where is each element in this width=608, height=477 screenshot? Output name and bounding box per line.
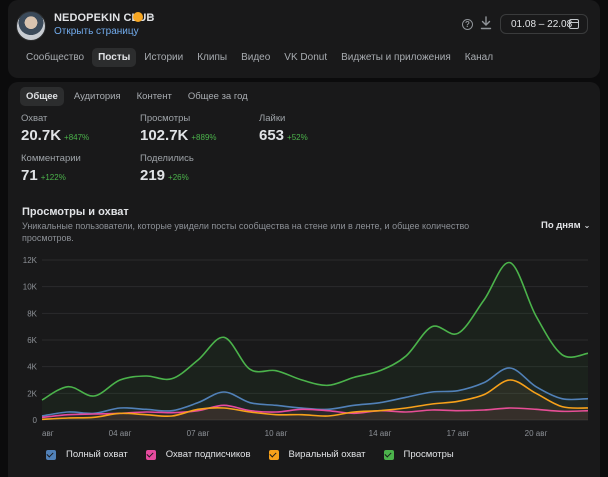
x-tick-label: авг — [42, 429, 54, 438]
date-range-picker[interactable]: 01.08 – 22.08 — [500, 14, 588, 34]
metric-delta: +26% — [168, 173, 189, 182]
metric-value: 219 — [140, 167, 166, 184]
chevron-down-icon: ⌄ — [583, 221, 591, 230]
metric-delta: +122% — [40, 173, 66, 182]
y-tick-label: 8K — [27, 309, 37, 318]
checkbox-icon — [383, 449, 394, 460]
chart-description: Уникальные пользователи, которые увидели… — [22, 221, 470, 243]
legend-label: Виральный охват — [288, 449, 366, 460]
metric-label: Поделились — [140, 153, 194, 164]
chart-title: Просмотры и охват — [22, 206, 129, 218]
y-tick-label: 12K — [23, 256, 38, 265]
x-tick-label: 04 авг — [109, 429, 132, 438]
metric-delta: +847% — [64, 133, 90, 142]
y-tick-label: 0 — [33, 416, 38, 425]
tab-community[interactable]: Сообщество — [26, 52, 85, 63]
tab-widgets[interactable]: Виджеты и приложения — [341, 52, 451, 63]
metric-delta: +889% — [191, 133, 217, 142]
tab-video[interactable]: Видео — [241, 52, 271, 63]
club-name[interactable]: NEDOPEKIN CLUB — [54, 12, 155, 24]
metric-value: 20.7K — [21, 127, 62, 144]
metric-comments: Комментарии 71 +122% — [21, 153, 81, 184]
tab-posts[interactable]: Посты — [92, 48, 137, 67]
group-by-dropdown[interactable]: По дням ⌄ — [541, 220, 590, 231]
tab-clips[interactable]: Клипы — [197, 52, 228, 63]
x-tick-label: 14 авг — [369, 429, 392, 438]
series-area — [42, 379, 588, 420]
x-tick-label: 10 авг — [265, 429, 288, 438]
download-icon[interactable] — [480, 16, 492, 30]
metric-value: 102.7K — [140, 127, 189, 144]
series-area — [42, 405, 588, 420]
metric-label: Лайки — [259, 113, 286, 124]
tab-channel[interactable]: Канал — [464, 52, 494, 63]
metric-shares: Поделились 219 +26% — [140, 153, 194, 184]
main-tabs: Сообщество Посты Истории Клипы Видео VK … — [20, 48, 501, 67]
legend-label: Охват подписчиков — [165, 449, 251, 460]
legend-item-views[interactable]: Просмотры — [383, 449, 454, 460]
metric-label: Охват — [21, 113, 48, 124]
legend-item-subscriber-reach[interactable]: Охват подписчиков — [145, 449, 251, 460]
checkbox-icon — [145, 449, 156, 460]
group-by-label: По дням — [541, 220, 581, 231]
y-tick-label: 10K — [23, 283, 38, 292]
x-tick-label: 07 авг — [187, 429, 210, 438]
series-line — [41, 404, 589, 419]
tab-stories[interactable]: Истории — [144, 52, 184, 63]
calendar-icon — [569, 19, 579, 29]
series-line — [41, 379, 589, 421]
date-range-text: 01.08 – 22.08 — [511, 19, 573, 30]
subtab-content[interactable]: Контент — [136, 91, 172, 102]
series-area — [42, 367, 588, 420]
legend-label: Просмотры — [403, 449, 454, 460]
legend-item-viral-reach[interactable]: Виральный охват — [268, 449, 366, 460]
y-tick-label: 6K — [27, 336, 37, 345]
metric-label: Просмотры — [140, 113, 191, 124]
chevron-down-icon[interactable]: ⌄ — [148, 10, 157, 21]
metric-views: Просмотры 102.7K +889% — [140, 113, 217, 144]
subtab-audience[interactable]: Аудитория — [73, 91, 121, 102]
series-line — [41, 261, 589, 401]
x-tick-label: 17 авг — [447, 429, 470, 438]
checkbox-icon — [46, 449, 56, 460]
metric-value: 653 — [259, 127, 285, 144]
tab-vk-donut[interactable]: VK Donut — [284, 52, 328, 63]
avatar[interactable] — [16, 11, 46, 41]
checkbox-icon — [268, 449, 279, 460]
sub-tabs: Общее Аудитория Контент Общее за год — [20, 87, 258, 106]
legend-item-full-reach[interactable]: Полный охват — [46, 449, 128, 460]
subtab-general[interactable]: Общее — [20, 87, 64, 106]
subtab-year[interactable]: Общее за год — [187, 91, 248, 102]
x-tick-label: 20 авг — [525, 429, 548, 438]
metric-reach: Охват 20.7K +847% — [21, 113, 89, 144]
metric-value: 71 — [21, 167, 38, 184]
metric-likes: Лайки 653 +52% — [259, 113, 308, 144]
y-tick-label: 4K — [27, 363, 37, 372]
help-icon[interactable]: ? — [462, 19, 473, 30]
series-area — [42, 262, 588, 420]
y-tick-label: 2K — [27, 389, 37, 398]
metric-delta: +52% — [287, 133, 308, 142]
open-page-link[interactable]: Открыть страницу — [54, 26, 139, 37]
legend-label: Полный охват — [66, 449, 128, 460]
verified-icon — [133, 12, 143, 22]
metric-label: Комментарии — [21, 153, 81, 164]
chart-legend: Полный охват Охват подписчиков Виральный… — [46, 449, 472, 460]
